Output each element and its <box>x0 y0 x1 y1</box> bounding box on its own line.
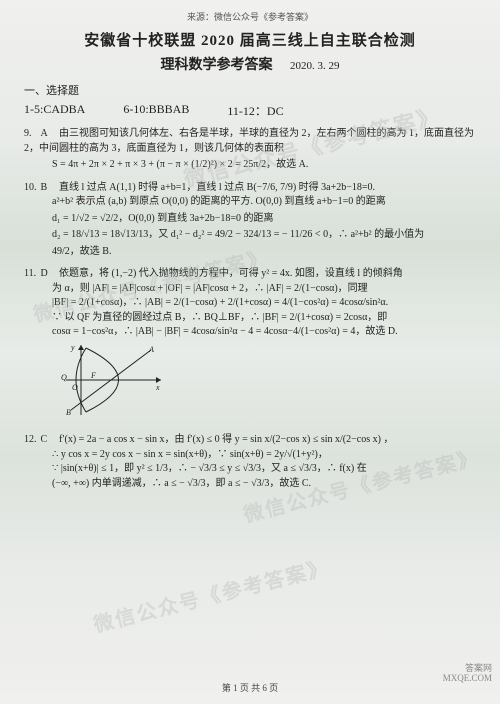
solution-10: 10. B 直线 l 过点 A(1,1) 时得 a+b=1，直线 l 过点 B(… <box>24 181 476 260</box>
svg-text:A: A <box>148 345 154 354</box>
title-sub: 理科数学参考答案 2020. 3. 29 <box>24 54 476 74</box>
answers-6-10: 6-10:BBBAB <box>123 102 189 119</box>
sol10-line1: 直线 l 过点 A(1,1) 时得 a+b=1，直线 l 过点 B(−7/6, … <box>59 182 375 193</box>
sol10-num: 10. <box>24 181 38 196</box>
svg-text:Q: Q <box>61 373 67 382</box>
page-container: 微信公众号《参考答案》 微信公众号《参考答案》 微信公众号《参考答案》 微信公众… <box>0 0 500 704</box>
sol9-text: 由三视图可知该几何体左、右各是半球，半球的直径为 2，左右两个圆柱的高为 1，底… <box>24 128 474 154</box>
sol10-formula3: 49/2，故选 B. <box>52 245 476 260</box>
sol9-num: 9. <box>24 127 38 142</box>
answers-11-12: 11-12：DC <box>227 102 283 119</box>
svg-text:y: y <box>70 343 75 352</box>
sol9-formula: S = 4π + 2π × 2 + π × 3 + (π − π × (1/2)… <box>52 158 476 173</box>
sol12-line4: (−∞, +∞) 内单调递减，∴ a ≤ − √3/3，即 a ≤ − √3/3… <box>52 477 476 492</box>
sol11-line3: |BF| = 2/(1+cosα)，∴ |AB| = 2/(1−cosα) + … <box>52 296 476 311</box>
sol11-line1: 依题意，将 (1,−2) 代入抛物线的方程中，可得 y² = 4x. 如图，设直… <box>59 268 403 279</box>
solution-9: 9. A 由三视图可知该几何体左、右各是半球，半球的直径为 2，左右两个圆柱的高… <box>24 127 476 173</box>
watermark-4: 微信公众号《参考答案》 <box>90 551 332 638</box>
title-sub-text: 理科数学参考答案 <box>161 58 273 73</box>
brand-line2: MXQE.COM <box>443 674 492 684</box>
sol9-letter: A <box>41 127 57 142</box>
sol11-line5: cosα = 1−cos²α，∴ |AB| − |BF| = 4cosα/sin… <box>52 325 476 340</box>
sol12-num: 12. <box>24 433 38 448</box>
sol11-graph: A B F O x y Q <box>56 340 166 426</box>
sol10-line2: a²+b² 表示点 (a,b) 到原点 O(0,0) 的距离的平方. O(0,0… <box>52 195 476 210</box>
solution-11: 11. D 依题意，将 (1,−2) 代入抛物线的方程中，可得 y² = 4x.… <box>24 267 476 425</box>
section-head: 一、选择题 <box>24 82 476 98</box>
solution-12: 12. C f′(x) = 2a − a cos x − sin x，由 f′(… <box>24 433 476 491</box>
svg-text:F: F <box>90 371 96 380</box>
parabola-sketch-icon: A B F O x y Q <box>56 340 166 420</box>
svg-text:O: O <box>72 383 78 392</box>
sol11-line4: ∵ 以 QF 为直径的圆经过点 B，∴ BQ⊥BF，∴ |BF| = 2/(1+… <box>52 311 476 326</box>
sol11-num: 11. <box>24 267 38 282</box>
brand-logo: 答案网 MXQE.COM <box>443 664 492 684</box>
sol11-line2: 为 α，则 |AF| = |AF|cosα + |OF| = |AF|cosα … <box>52 282 476 297</box>
sol10-letter: B <box>41 181 57 196</box>
sol11-graph-row: A B F O x y Q <box>52 340 476 426</box>
sol12-line2: ∴ y cos x = 2y cos x − sin x = sin(x+θ)，… <box>52 448 476 463</box>
svg-text:B: B <box>66 408 71 417</box>
answers-1-5: 1-5:CADBA <box>24 102 85 119</box>
sol11-letter: D <box>41 267 57 282</box>
sol12-line1: f′(x) = 2a − a cos x − sin x，由 f′(x) ≤ 0… <box>59 434 393 445</box>
sol10-formula1: d₁ = 1/√2 = √2/2，O(0,0) 到直线 3a+2b−18=0 的… <box>52 212 476 227</box>
page-footer: 第 1 页 共 6 页 <box>0 681 500 694</box>
svg-text:x: x <box>155 383 160 392</box>
source-line: 来源：微信公众号《参考答案》 <box>24 10 476 23</box>
title-main: 安徽省十校联盟 2020 届高三线上自主联合检测 <box>24 29 476 50</box>
answer-summary: 1-5:CADBA 6-10:BBBAB 11-12：DC <box>24 102 476 119</box>
date-text: 2020. 3. 29 <box>290 60 340 72</box>
sol10-formula2: d₂ = 18/√13 = 18√13/13，又 d₁² − d₂² = 49/… <box>52 228 476 243</box>
sol12-line3: ∵ |sin(x+θ)| ≤ 1，即 y² ≤ 1/3，∴ − √3/3 ≤ y… <box>52 462 476 477</box>
sol12-letter: C <box>41 433 57 448</box>
